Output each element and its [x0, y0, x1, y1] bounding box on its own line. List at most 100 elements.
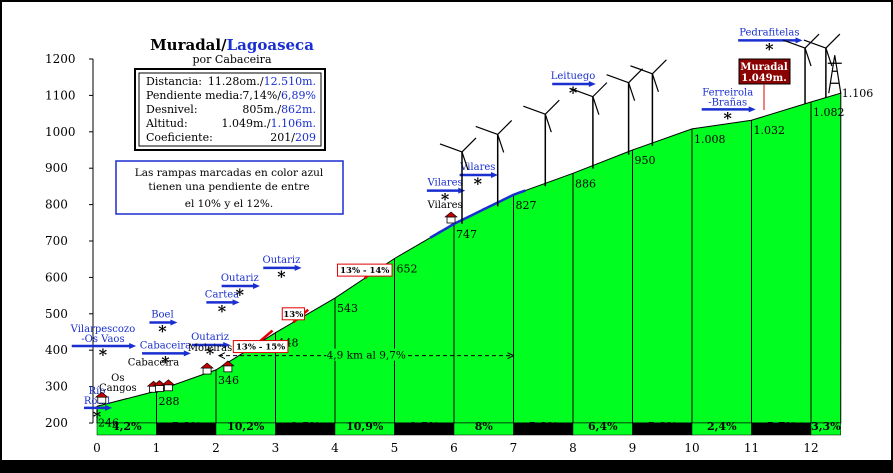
- place-name: Moleiras: [188, 343, 232, 354]
- transmission-tower-icon: [827, 55, 842, 94]
- elevation-point-label: 1.032: [754, 124, 786, 137]
- house-icon: [200, 362, 214, 375]
- ramp-box: [336, 263, 393, 277]
- x-tick-label: 4: [331, 441, 339, 455]
- place-name: Cabaceira: [128, 357, 179, 368]
- x-tick-label: 8: [569, 441, 577, 455]
- blue-ramp-line: [429, 189, 526, 239]
- asterisk-marker: *: [236, 285, 245, 304]
- wind-turbine-icon: [570, 82, 608, 169]
- x-tick-label: 7: [510, 441, 518, 455]
- segment-grade-label: 8%: [475, 420, 494, 433]
- elevation-point-label: 652: [397, 262, 418, 275]
- asterisk-marker: *: [765, 39, 774, 58]
- wind-turbine-icon: [803, 33, 841, 98]
- asterisk-marker: *: [99, 345, 108, 364]
- place-name-line2: -Os Vaos: [81, 334, 124, 345]
- direction-arrowhead: [129, 343, 137, 349]
- place-name: Cabaceira: [140, 340, 191, 351]
- wind-turbine-icon: [439, 137, 477, 224]
- chart-title: Muradal/Lagoaseca: [150, 36, 314, 54]
- stats-box: [134, 68, 326, 151]
- x-tick-label: 3: [272, 441, 280, 455]
- stat-value: 201/209: [270, 131, 316, 144]
- asterisk-marker: *: [161, 352, 170, 371]
- segment-grade-label: 4,2%: [112, 420, 142, 433]
- stats-rows: Distancia: 11.28om./12.510m.Pendiente med…: [145, 75, 316, 144]
- ramp-label: 13% - 15%: [236, 343, 285, 353]
- asterisk-marker: *: [93, 407, 102, 426]
- segment-grade-label: 9,5%: [409, 420, 439, 433]
- segment-grade-label: 5,7%: [766, 420, 796, 433]
- ramp-box: [281, 307, 305, 321]
- elevation-point-label: 886: [575, 177, 596, 190]
- place-name: Os: [111, 373, 124, 384]
- y-tick-label: 600: [45, 270, 68, 284]
- asterisk-marker: *: [724, 108, 733, 127]
- segment-grade-label: 5,9%: [528, 420, 558, 433]
- wind-turbine-icon: [523, 99, 560, 187]
- elevation-point-label: 747: [456, 228, 477, 241]
- asterisk-marker: *: [474, 174, 483, 193]
- title-part2: Lagoaseca: [227, 36, 315, 54]
- stat-label: Pendiente media:: [146, 89, 243, 102]
- segment-grade-label: 9,5%: [290, 420, 320, 433]
- stat-label: Coeficiente:: [146, 131, 213, 144]
- place-name: Río: [89, 386, 106, 397]
- summit-badge: [738, 58, 791, 85]
- segment-grade-label: 6,4%: [588, 420, 618, 433]
- direction-arrowhead: [748, 106, 756, 113]
- ramp-label: 13%: [283, 310, 303, 320]
- stat-value: 1.049m./1.106m.: [221, 117, 316, 130]
- y-tick-label: 300: [45, 380, 68, 394]
- wind-turbine-icon: [475, 119, 513, 207]
- x-tick-label: 12: [803, 441, 818, 455]
- chart-subtitle: por Cabaceira: [193, 53, 272, 66]
- asterisk-marker: *: [218, 301, 227, 320]
- wind-turbine-icon: [606, 68, 644, 155]
- y-tick-label: 800: [45, 198, 68, 212]
- place-name: Leituego: [551, 71, 596, 82]
- note-box: [115, 160, 344, 215]
- elevation-point-label: 1.106: [842, 87, 874, 100]
- segment-grade-label: 5,8%: [647, 420, 677, 433]
- place-name: Boel: [151, 309, 174, 320]
- stat-value: 11.28om./12.510m.: [208, 75, 316, 88]
- house-icon: [221, 360, 235, 373]
- place-name-line2: Rodil: [84, 396, 110, 407]
- place-name: Outariz: [221, 273, 259, 284]
- place-name: Vilares: [426, 200, 462, 211]
- x-tick-label: 10: [684, 441, 699, 455]
- elevation-point-label: 346: [218, 374, 239, 387]
- place-name: Vilares: [426, 178, 462, 189]
- elevation-point-label: 288: [159, 395, 180, 408]
- stat-value: 7,14%/6,89%: [242, 89, 316, 102]
- x-tick-label: 11: [744, 441, 759, 455]
- note-line-3: el 10% y el 12%.: [185, 198, 273, 210]
- place-name-line2: -Brañas: [708, 97, 747, 108]
- house-icon: [94, 391, 109, 404]
- direction-arrowhead: [588, 81, 596, 88]
- ramp-box: [232, 340, 289, 354]
- span-arrow-right: [507, 352, 515, 360]
- y-tick-label: 1100: [45, 88, 76, 102]
- ramp-label: 13% - 14%: [340, 266, 389, 276]
- x-tick-label: 0: [93, 441, 101, 455]
- segment-grade-label: 5,8%: [171, 420, 201, 433]
- segment-grade-label: 10,2%: [227, 420, 265, 433]
- stat-label: Desnivel:: [146, 103, 198, 116]
- x-tick-label: 6: [450, 441, 458, 455]
- segment-grade-label: 2,4%: [707, 420, 737, 433]
- summit-badge-name: Muradal: [740, 62, 788, 73]
- stat-label: Altitud:: [145, 117, 188, 130]
- span-arrow-left: [217, 352, 226, 360]
- elevation-point-label: 246: [98, 416, 119, 429]
- direction-arrowhead: [491, 172, 498, 179]
- elevation-point-label: 1.008: [694, 133, 726, 146]
- direction-arrowhead: [795, 37, 803, 44]
- y-tick-label: 1000: [45, 125, 76, 139]
- direction-arrowhead: [253, 283, 260, 290]
- place-name: Ferreirola: [702, 87, 753, 98]
- y-tick-label: 1200: [45, 52, 76, 66]
